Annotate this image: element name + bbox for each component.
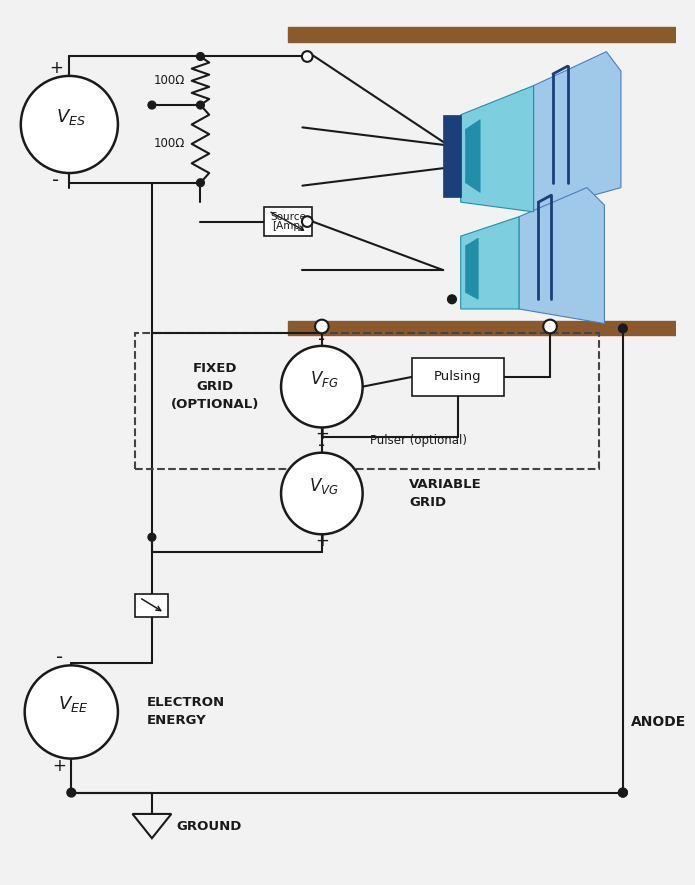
Circle shape <box>619 789 628 797</box>
Text: [Amp]: [Amp] <box>272 221 304 232</box>
Text: $V_{EE}$: $V_{EE}$ <box>58 694 88 714</box>
Text: -: - <box>52 172 59 190</box>
Polygon shape <box>461 217 519 309</box>
Text: ELECTRON
ENERGY: ELECTRON ENERGY <box>147 696 225 727</box>
Polygon shape <box>133 814 172 838</box>
Text: +: + <box>315 426 329 443</box>
Circle shape <box>302 51 313 62</box>
Polygon shape <box>534 51 621 212</box>
FancyBboxPatch shape <box>443 115 461 197</box>
FancyBboxPatch shape <box>288 320 676 335</box>
Circle shape <box>619 324 628 333</box>
Circle shape <box>67 789 76 797</box>
Text: -: - <box>318 329 325 349</box>
Circle shape <box>197 101 204 109</box>
Circle shape <box>543 319 557 334</box>
Text: $V_{VG}$: $V_{VG}$ <box>309 476 338 496</box>
Circle shape <box>21 76 118 173</box>
Circle shape <box>302 216 313 227</box>
Text: GROUND: GROUND <box>177 820 242 833</box>
Circle shape <box>197 179 204 187</box>
FancyBboxPatch shape <box>136 594 168 617</box>
Text: 100Ω: 100Ω <box>154 74 185 88</box>
FancyBboxPatch shape <box>288 27 676 42</box>
Text: -: - <box>318 436 325 456</box>
Text: +: + <box>49 59 63 77</box>
Polygon shape <box>519 188 605 324</box>
Circle shape <box>148 534 156 541</box>
Polygon shape <box>466 119 480 192</box>
Text: Source: Source <box>270 212 306 222</box>
Circle shape <box>281 453 363 535</box>
Circle shape <box>25 666 118 758</box>
Text: -: - <box>56 648 63 667</box>
FancyBboxPatch shape <box>411 358 504 396</box>
Text: ANODE: ANODE <box>630 715 686 728</box>
Text: Pulsing: Pulsing <box>434 371 482 383</box>
Circle shape <box>281 346 363 427</box>
Text: 100Ω: 100Ω <box>154 137 185 150</box>
Circle shape <box>197 52 204 60</box>
Circle shape <box>448 295 457 304</box>
Polygon shape <box>466 238 478 299</box>
Circle shape <box>148 101 156 109</box>
FancyBboxPatch shape <box>263 207 312 236</box>
Text: FIXED
GRID
(OPTIONAL): FIXED GRID (OPTIONAL) <box>171 362 259 412</box>
Circle shape <box>315 319 329 334</box>
Text: +: + <box>53 758 67 775</box>
Circle shape <box>619 789 628 797</box>
Text: VARIABLE
GRID: VARIABLE GRID <box>409 478 482 509</box>
Text: $V_{FG}$: $V_{FG}$ <box>309 369 338 389</box>
Text: $V_{ES}$: $V_{ES}$ <box>56 107 86 127</box>
Polygon shape <box>461 86 534 212</box>
Text: +: + <box>315 532 329 550</box>
Text: Pulser (optional): Pulser (optional) <box>370 434 468 447</box>
